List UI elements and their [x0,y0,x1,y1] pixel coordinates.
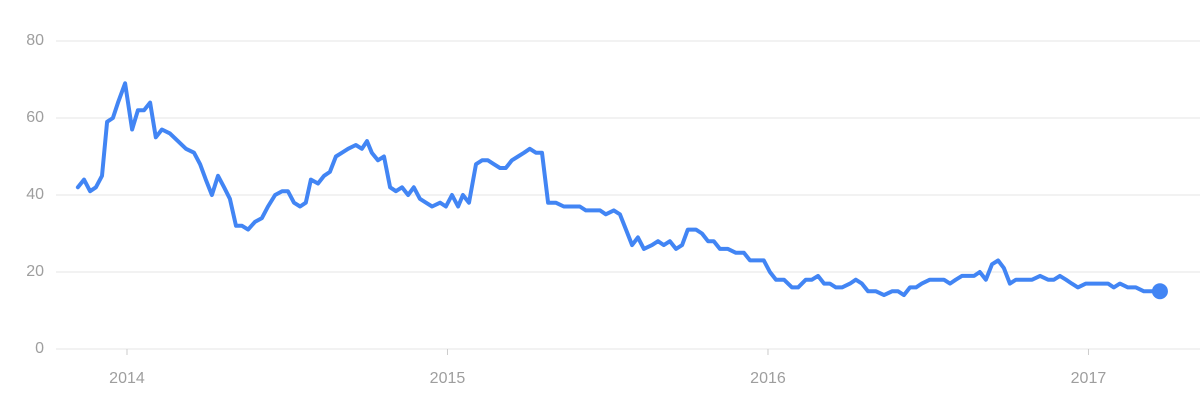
y-tick-label: 0 [35,340,44,357]
y-tick-label: 80 [26,32,44,49]
x-tick-label: 2017 [1071,370,1107,387]
y-tick-label: 60 [26,109,44,126]
x-tick-label: 2016 [750,370,786,387]
x-tick-label: 2015 [430,370,466,387]
y-tick-label: 40 [26,186,44,203]
end-point [1151,283,1168,300]
line [75,81,1162,298]
y-tick-label: 20 [26,263,44,280]
x-tick-label: 2014 [109,370,145,387]
